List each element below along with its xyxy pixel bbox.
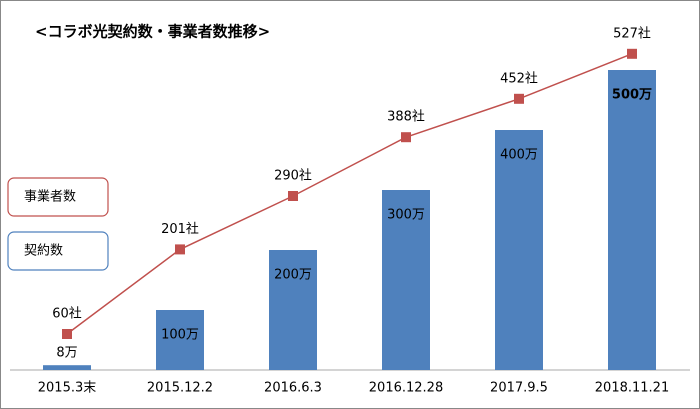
- legend-box: [7, 231, 109, 271]
- x-tick-label: 2017.9.5: [490, 381, 548, 396]
- legend-label: 事業者数: [24, 189, 76, 205]
- bar: [495, 130, 543, 370]
- marker: [175, 244, 185, 255]
- line-value-label: 527社: [613, 25, 651, 41]
- x-tick-label: 2018.11.21: [595, 381, 669, 396]
- chart-title: <コラボ光契約数・事業者数推移>: [35, 23, 270, 41]
- legend-label: 契約数: [24, 244, 63, 259]
- marker: [627, 48, 637, 59]
- bar-value-label: 400万: [500, 148, 538, 163]
- x-tick-label: 2016.6.3: [264, 381, 322, 396]
- bar: [382, 190, 430, 370]
- marker: [62, 329, 72, 339]
- bar: [269, 250, 317, 370]
- line: [66, 53, 633, 335]
- line-value-label: 388社: [387, 109, 425, 125]
- bar-value-label: 300万: [387, 208, 425, 223]
- bar-value-label: 8万: [56, 346, 77, 361]
- x-tick-label: 2016.12.28: [369, 381, 443, 396]
- bar-value-label: 200万: [274, 268, 312, 283]
- line-value-label: 290社: [274, 168, 312, 184]
- bar-value-label: 100万: [161, 328, 199, 343]
- legend-box: [7, 177, 109, 217]
- marker: [401, 132, 411, 143]
- marker: [288, 191, 298, 201]
- line-value-label: 201社: [161, 221, 199, 237]
- bar: [156, 310, 204, 370]
- bar: [608, 70, 656, 370]
- x-tick-label: 2015.12.2: [147, 381, 213, 396]
- line-value-label: 452社: [500, 70, 538, 86]
- bar: [43, 365, 91, 370]
- bar-value-label: 500万: [612, 88, 652, 103]
- marker: [514, 93, 524, 104]
- line-value-label: 60社: [52, 306, 82, 322]
- x-tick-label: 2015.3末: [38, 381, 97, 396]
